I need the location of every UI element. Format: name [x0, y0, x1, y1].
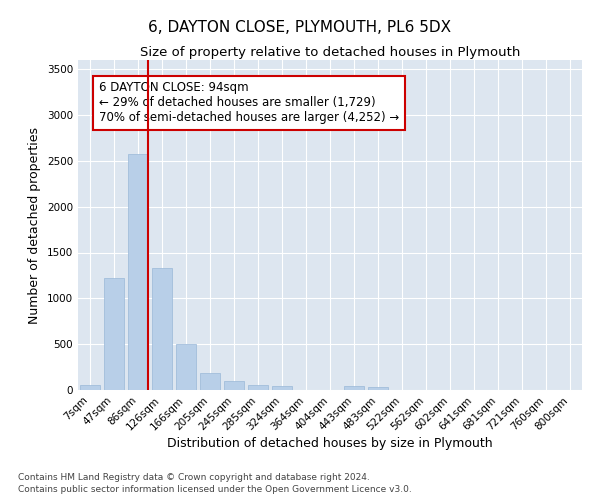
- Bar: [224, 381, 244, 390]
- Title: Size of property relative to detached houses in Plymouth: Size of property relative to detached ho…: [140, 46, 520, 59]
- Bar: [176, 344, 196, 390]
- Text: 6, DAYTON CLOSE, PLYMOUTH, PL6 5DX: 6, DAYTON CLOSE, PLYMOUTH, PL6 5DX: [148, 20, 452, 35]
- Bar: [248, 386, 268, 390]
- Bar: [152, 268, 172, 390]
- Bar: [128, 154, 148, 390]
- Bar: [80, 386, 100, 390]
- Bar: [344, 386, 364, 390]
- Text: Contains HM Land Registry data © Crown copyright and database right 2024.: Contains HM Land Registry data © Crown c…: [18, 473, 370, 482]
- Y-axis label: Number of detached properties: Number of detached properties: [28, 126, 41, 324]
- X-axis label: Distribution of detached houses by size in Plymouth: Distribution of detached houses by size …: [167, 438, 493, 450]
- Bar: [272, 386, 292, 390]
- Bar: [368, 387, 388, 390]
- Bar: [104, 278, 124, 390]
- Text: 6 DAYTON CLOSE: 94sqm
← 29% of detached houses are smaller (1,729)
70% of semi-d: 6 DAYTON CLOSE: 94sqm ← 29% of detached …: [99, 82, 400, 124]
- Text: Contains public sector information licensed under the Open Government Licence v3: Contains public sector information licen…: [18, 486, 412, 494]
- Bar: [200, 372, 220, 390]
